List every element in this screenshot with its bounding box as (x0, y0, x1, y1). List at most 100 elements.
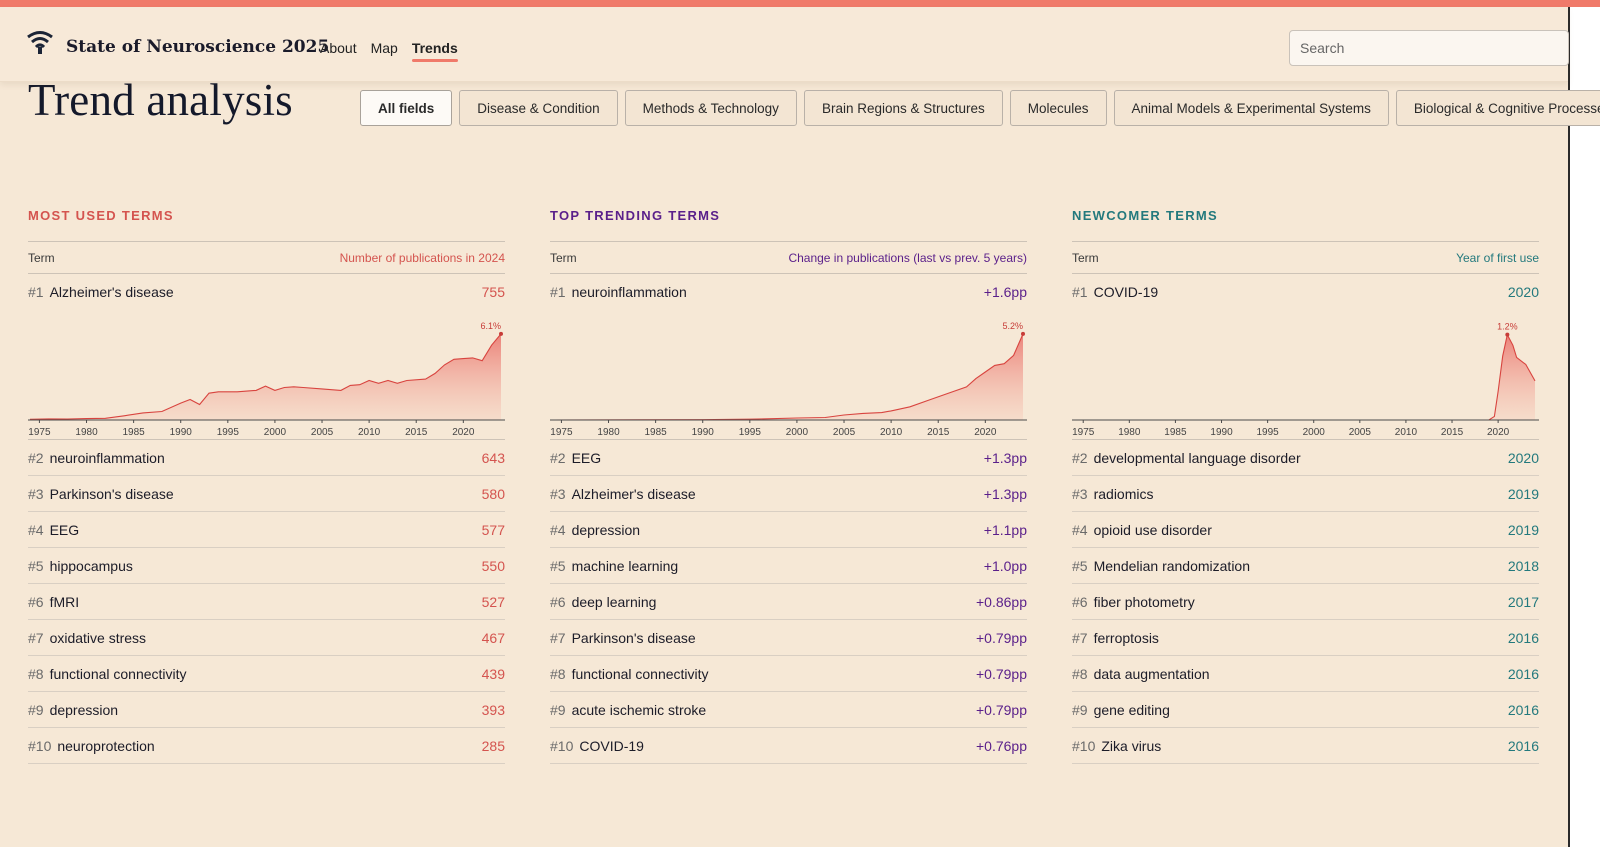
term-label: EEG (49, 521, 80, 538)
value-cell: 285 (481, 737, 505, 754)
value-cell: +1.1pp (983, 521, 1027, 538)
value-cell: +1.3pp (983, 449, 1027, 466)
table-row[interactable]: #8 functional connectivity 439 (28, 656, 505, 692)
term-cell: #4 depression (550, 522, 640, 538)
table-row[interactable]: #4 depression +1.1pp (550, 512, 1027, 548)
table-row[interactable]: #10 COVID-19 +0.76pp (550, 728, 1027, 764)
table-row[interactable]: #10 Zika virus 2016 (1072, 728, 1539, 764)
page-title: Trend analysis (28, 75, 293, 125)
term-label: Parkinson's disease (49, 485, 174, 502)
table-row[interactable]: #10 neuroprotection 285 (28, 728, 505, 764)
term-label: COVID-19 (579, 737, 644, 754)
value-cell: +0.79pp (976, 665, 1027, 682)
x-tick-label: 2010 (880, 427, 903, 438)
table-row[interactable]: #3 radiomics 2019 (1072, 476, 1539, 512)
term-cell: #4 opioid use disorder (1072, 522, 1212, 538)
filter-brain-regions[interactable]: Brain Regions & Structures (803, 90, 1003, 126)
table-row[interactable]: #5 hippocampus 550 (28, 548, 505, 584)
table-row[interactable]: #9 acute ischemic stroke +0.79pp (550, 692, 1027, 728)
peak-marker (499, 331, 503, 336)
table-row[interactable]: #2 EEG +1.3pp (550, 440, 1027, 476)
x-tick-label: 2015 (1441, 427, 1464, 438)
term-label: fMRI (49, 593, 80, 610)
term-label: hippocampus (49, 557, 133, 574)
table-row[interactable]: #9 gene editing 2016 (1072, 692, 1539, 728)
table-row[interactable]: #4 EEG 577 (28, 512, 505, 548)
table-row[interactable]: #9 depression 393 (28, 692, 505, 728)
x-tick-label: 2015 (405, 427, 428, 438)
nav-map-link[interactable]: Map (370, 40, 398, 56)
value-cell: 393 (481, 701, 505, 718)
trend-line (1074, 333, 1536, 421)
table-row[interactable]: #4 opioid use disorder 2019 (1072, 512, 1539, 548)
table-row[interactable]: #1 COVID-19 2020 (1072, 274, 1539, 310)
rank-label: #1 (1072, 284, 1088, 300)
term-cell: #1 COVID-19 (1072, 284, 1158, 300)
fountain-logo-icon[interactable] (26, 29, 54, 55)
term-label: machine learning (571, 557, 679, 574)
site-header: State of Neuroscience 2025 About Map Tre… (0, 7, 1569, 82)
table-row[interactable]: #6 fMRI 527 (28, 584, 505, 620)
table-row[interactable]: #5 machine learning +1.0pp (550, 548, 1027, 584)
most-used-terms-column: MOST USED TERMS Term Number of publication… (28, 208, 505, 764)
term-label: Mendelian randomization (1093, 557, 1251, 574)
value-cell: 2018 (1507, 557, 1539, 574)
table-row[interactable]: #1 neuroinflammation +1.6pp (550, 274, 1027, 310)
term-cell: #6 fMRI (28, 594, 79, 610)
table-row[interactable]: #5 Mendelian randomization 2018 (1072, 548, 1539, 584)
term-label: neuroprotection (57, 737, 155, 754)
value-cell: +1.3pp (983, 485, 1027, 502)
x-tick-label: 1975 (1072, 427, 1095, 438)
filter-animal-models[interactable]: Animal Models & Experimental Systems (1113, 90, 1389, 126)
term-cell: #8 data augmentation (1072, 666, 1210, 682)
value-cell: 550 (481, 557, 505, 574)
term-label: developmental language disorder (1093, 449, 1301, 466)
table-header: Term Year of first use (1072, 241, 1539, 274)
table-row[interactable]: #7 oxidative stress 467 (28, 620, 505, 656)
rank-label: #2 (550, 449, 566, 466)
nav-trends-link[interactable]: Trends (411, 40, 458, 62)
filter-biological-cognitive[interactable]: Biological & Cognitive Processes (1395, 90, 1600, 126)
x-tick-label: 1990 (170, 427, 193, 438)
value-cell: +0.86pp (976, 593, 1027, 610)
table-row[interactable]: #2 developmental language disorder 2020 (1072, 440, 1539, 476)
x-tick-label: 2005 (311, 427, 334, 438)
rank-label: #2 (28, 449, 44, 466)
table-row[interactable]: #3 Alzheimer's disease +1.3pp (550, 476, 1027, 512)
term-label: functional connectivity (49, 665, 187, 682)
term-cell: #10 Zika virus (1072, 738, 1161, 754)
rank-label: #9 (550, 701, 566, 718)
table-row[interactable]: #7 ferroptosis 2016 (1072, 620, 1539, 656)
term-label: COVID-19 (1093, 284, 1159, 300)
term-cell: #10 COVID-19 (550, 738, 644, 754)
site-title[interactable]: State of Neuroscience 2025 (66, 37, 330, 57)
trend-area-chart: 5.2% 1975 1980 1985 1990 1995 2000 2005 2010 2015… (550, 321, 1027, 438)
term-label: radiomics (1093, 485, 1154, 502)
term-label: deep learning (571, 593, 657, 610)
nav-about-link[interactable]: About (320, 40, 357, 56)
table-row[interactable]: #6 fiber photometry 2017 (1072, 584, 1539, 620)
table-row[interactable]: #3 Parkinson's disease 580 (28, 476, 505, 512)
search-input[interactable] (1289, 30, 1569, 66)
table-row[interactable]: #1 Alzheimer's disease 755 (28, 274, 505, 310)
table-row[interactable]: #7 Parkinson's disease +0.79pp (550, 620, 1027, 656)
term-label: opioid use disorder (1093, 521, 1212, 538)
table-row[interactable]: #6 deep learning +0.86pp (550, 584, 1027, 620)
filter-methods-technology[interactable]: Methods & Technology (624, 90, 797, 126)
term-cell: #10 neuroprotection (28, 738, 155, 754)
term-label: functional connectivity (571, 665, 709, 682)
rank-label: #3 (1072, 485, 1088, 502)
term-label: data augmentation (1093, 665, 1210, 682)
table-row[interactable]: #8 functional connectivity +0.79pp (550, 656, 1027, 692)
filter-molecules[interactable]: Molecules (1009, 90, 1107, 126)
value-cell: +1.6pp (983, 284, 1027, 300)
peak-marker (1021, 331, 1025, 336)
filter-disease-condition[interactable]: Disease & Condition (459, 90, 618, 126)
filter-all-fields[interactable]: All fields (360, 90, 453, 126)
table-row[interactable]: #2 neuroinflammation 643 (28, 440, 505, 476)
value-cell: 2016 (1507, 701, 1539, 718)
value-cell: +0.76pp (976, 737, 1027, 754)
table-row[interactable]: #8 data augmentation 2016 (1072, 656, 1539, 692)
value-cell: +0.79pp (976, 701, 1027, 718)
term-cell: #5 machine learning (550, 558, 678, 574)
